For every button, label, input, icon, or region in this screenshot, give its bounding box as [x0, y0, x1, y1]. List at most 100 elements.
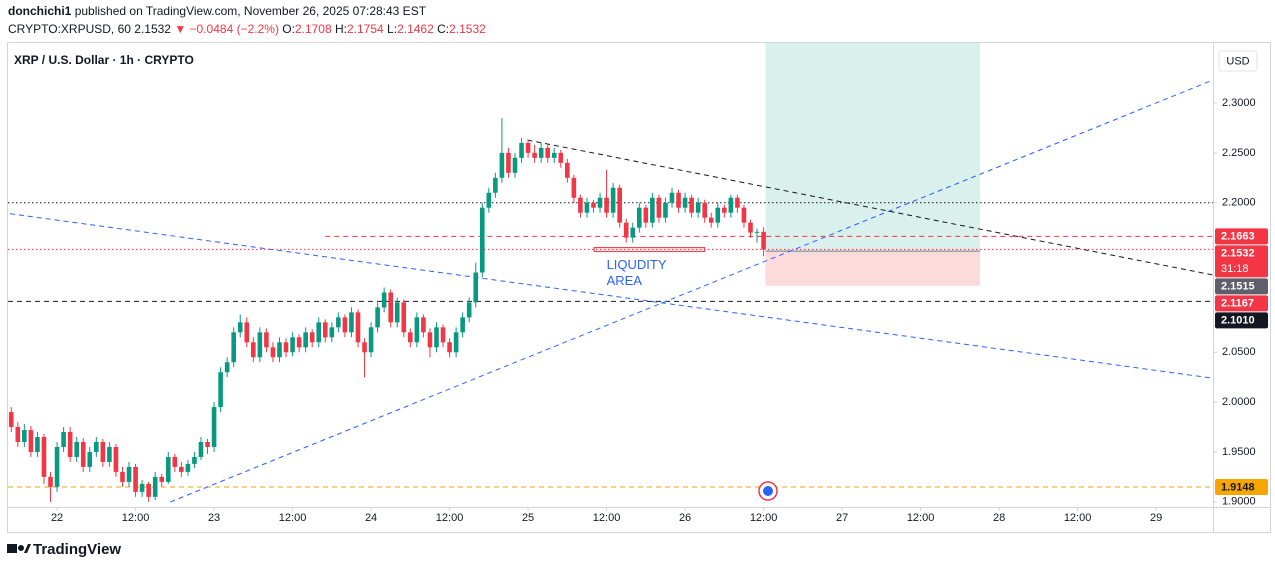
candle-body	[394, 302, 400, 323]
candle-body	[453, 332, 459, 353]
event-flag	[763, 486, 773, 496]
x-tick-label: 25	[522, 512, 534, 524]
chart-title: XRP / U.S. Dollar · 1h · CRYPTO	[14, 53, 194, 67]
candle-body	[290, 337, 295, 353]
logo	[7, 544, 31, 553]
candle-body	[120, 471, 125, 482]
candle-body	[67, 432, 73, 457]
published: published on TradingView.com, November 2…	[75, 4, 427, 18]
candle-body	[414, 317, 420, 343]
candle-body	[205, 441, 210, 447]
candle-body	[146, 483, 151, 497]
price-label: 2.1663	[1221, 231, 1255, 243]
candle-body	[761, 231, 766, 250]
candle-body	[486, 192, 492, 208]
candle-body	[198, 441, 204, 457]
candle-body	[741, 207, 747, 223]
candle-body	[545, 147, 550, 158]
last-price: 2.1532	[134, 22, 171, 36]
candle-body	[316, 322, 322, 343]
candle-body	[499, 152, 505, 178]
candle-body	[224, 362, 230, 373]
high: 2.1754	[347, 22, 384, 36]
x-tick-label: 29	[1150, 512, 1162, 524]
candle-body	[192, 456, 197, 464]
candle-body	[754, 231, 760, 233]
candle-body	[728, 197, 734, 213]
candle-body	[355, 312, 361, 343]
h-label: H:	[335, 22, 347, 36]
x-tick-label: 12:00	[907, 512, 935, 524]
candle-body	[636, 207, 642, 228]
candle-body	[172, 456, 178, 467]
candle-body	[8, 412, 14, 428]
candle-body	[695, 202, 701, 213]
candle-body	[322, 322, 328, 338]
x-tick-label: 23	[208, 512, 220, 524]
price-label-box	[1215, 295, 1268, 312]
candle-body	[623, 222, 629, 238]
candle-body	[381, 292, 387, 308]
candle-body	[578, 197, 583, 213]
candle-body	[211, 407, 217, 447]
y-tick-label: 2.0500	[1222, 346, 1256, 358]
x-tick-label: 27	[836, 512, 848, 524]
candle-body	[113, 446, 119, 472]
zone-label: AREA	[607, 273, 643, 288]
candle-body	[179, 466, 184, 472]
price-label: 2.1532	[1221, 248, 1255, 260]
x-tick-label: 24	[365, 512, 377, 524]
candle-body	[74, 441, 79, 457]
candle-body	[133, 466, 138, 492]
candle-body	[368, 327, 374, 353]
candle-body	[551, 152, 557, 158]
trend-line	[9, 213, 1213, 379]
candle-body	[283, 342, 289, 353]
price-label: 1.9148	[1221, 481, 1255, 493]
candle-body	[48, 476, 53, 487]
candle-body	[669, 192, 675, 203]
y-tick-label: 2.0000	[1222, 396, 1256, 408]
candle-body	[421, 317, 426, 333]
currency-button[interactable]	[1218, 50, 1258, 72]
candle-body	[152, 476, 158, 497]
candle-body	[630, 227, 636, 238]
candle-body	[54, 446, 60, 487]
candle-body	[525, 142, 531, 153]
change: ▼ −0.0484 (−2.2%)	[174, 22, 279, 36]
header-line: donchichi1 published on TradingView.com,…	[8, 4, 427, 18]
candle-body	[349, 312, 354, 333]
candle-body	[139, 483, 145, 492]
candle-body	[493, 177, 498, 193]
candle-body	[473, 272, 479, 303]
candle-body	[251, 342, 256, 358]
candle-body	[708, 217, 714, 223]
candle-body	[244, 322, 250, 343]
candle-body	[296, 337, 302, 348]
candle-body	[597, 197, 603, 208]
candle-body	[80, 441, 86, 467]
candle-body	[159, 476, 165, 482]
y-tick-label: 1.9500	[1222, 446, 1256, 458]
countdown: 31:18	[1221, 263, 1249, 275]
y-tick-label: 2.2500	[1222, 147, 1256, 159]
candle-body	[512, 157, 518, 173]
close: 2.1532	[449, 22, 486, 36]
candle-body	[336, 317, 341, 328]
candle-body	[460, 317, 465, 333]
candle-body	[126, 466, 132, 482]
candle-body	[342, 317, 348, 333]
candle-body	[264, 332, 269, 348]
candle-body	[440, 327, 446, 343]
candle-body	[702, 202, 708, 218]
candle-body	[617, 187, 622, 223]
y-tick-label: 1.9000	[1222, 496, 1256, 508]
candle-body	[375, 307, 380, 328]
candle-body	[303, 332, 308, 348]
price-label-box	[1215, 245, 1268, 278]
y-tick-label: 2.3000	[1222, 97, 1256, 109]
candle-body	[22, 430, 27, 442]
price-label-box	[1215, 278, 1268, 295]
price-label-box	[1215, 312, 1268, 329]
candle-body	[165, 456, 171, 482]
